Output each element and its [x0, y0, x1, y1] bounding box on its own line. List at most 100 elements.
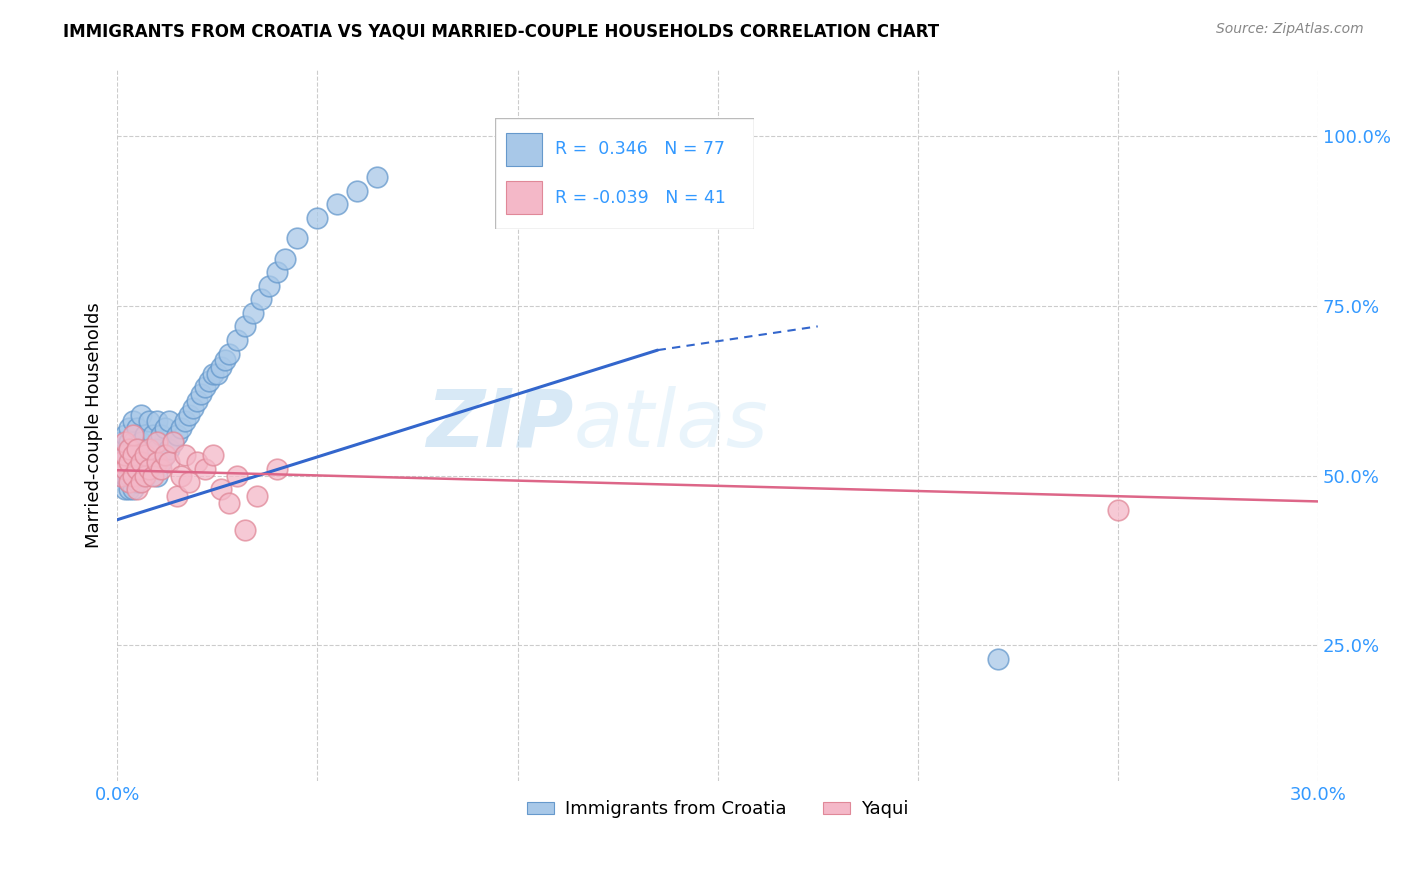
Point [233, 319, 256, 334]
Point [259, 278, 281, 293]
Point [118, 468, 141, 483]
Point [129, 475, 152, 490]
Point [114, 468, 136, 483]
Point [174, 414, 197, 428]
Point [127, 482, 149, 496]
Point [166, 428, 188, 442]
Point [118, 448, 141, 462]
Point [186, 455, 208, 469]
Point [122, 448, 145, 462]
Point [122, 448, 145, 462]
Point [146, 434, 169, 449]
Point [186, 394, 208, 409]
Point [181, 401, 204, 415]
Point [233, 523, 256, 537]
Point [122, 482, 145, 496]
Point [118, 442, 141, 456]
Point [127, 442, 149, 456]
Point [114, 462, 136, 476]
Point [194, 380, 217, 394]
Point [266, 462, 288, 476]
Point [150, 462, 173, 476]
Point [114, 434, 136, 449]
Point [170, 421, 193, 435]
Point [285, 231, 308, 245]
Point [118, 475, 141, 490]
Point [114, 455, 136, 469]
Point [146, 442, 169, 456]
Point [202, 448, 225, 462]
Point [174, 448, 197, 462]
Point [114, 428, 136, 442]
Point [346, 184, 368, 198]
Point [146, 414, 169, 428]
Point [118, 475, 141, 490]
Point [134, 468, 156, 483]
Point [118, 434, 141, 449]
Point [242, 306, 264, 320]
Point [122, 428, 145, 442]
Point [110, 448, 132, 462]
Point [166, 489, 188, 503]
Point [179, 408, 201, 422]
Point [118, 421, 141, 435]
Point [138, 462, 160, 476]
Point [138, 414, 160, 428]
Point [122, 468, 145, 483]
Point [266, 265, 288, 279]
Point [134, 468, 156, 483]
Point [155, 448, 177, 462]
Point [209, 360, 232, 375]
Point [110, 468, 132, 483]
Point [170, 468, 193, 483]
Point [366, 170, 388, 185]
Text: ZIP: ZIP [426, 385, 574, 464]
Point [127, 462, 149, 476]
Point [127, 442, 149, 456]
Point [157, 442, 180, 456]
Point [142, 455, 165, 469]
Point [246, 489, 269, 503]
Point [129, 434, 152, 449]
Point [157, 455, 180, 469]
Point [150, 455, 173, 469]
Point [214, 353, 236, 368]
Point [326, 197, 349, 211]
Point [142, 468, 165, 483]
Point [155, 448, 177, 462]
Point [127, 475, 149, 490]
Point [198, 374, 221, 388]
Point [134, 448, 156, 462]
Point [250, 292, 273, 306]
Point [129, 455, 152, 469]
Point [138, 442, 160, 456]
Point [207, 367, 229, 381]
Point [118, 455, 141, 469]
Point [114, 462, 136, 476]
Point [307, 211, 329, 225]
Point [118, 455, 141, 469]
Point [114, 448, 136, 462]
Point [110, 455, 132, 469]
Point [218, 346, 240, 360]
Legend: Immigrants from Croatia, Yaqui: Immigrants from Croatia, Yaqui [520, 793, 915, 825]
Point [274, 252, 297, 266]
Point [129, 468, 152, 483]
Point [146, 455, 169, 469]
Point [110, 462, 132, 476]
Y-axis label: Married-couple Households: Married-couple Households [86, 301, 103, 548]
Text: Source: ZipAtlas.com: Source: ZipAtlas.com [1216, 22, 1364, 37]
Point [129, 455, 152, 469]
Point [226, 333, 249, 347]
Point [146, 468, 169, 483]
Point [138, 442, 160, 456]
Point [138, 462, 160, 476]
Point [122, 468, 145, 483]
Point [127, 421, 149, 435]
Point [987, 652, 1010, 666]
Point [162, 434, 184, 449]
Point [129, 408, 152, 422]
Point [118, 482, 141, 496]
Point [122, 414, 145, 428]
Point [155, 421, 177, 435]
